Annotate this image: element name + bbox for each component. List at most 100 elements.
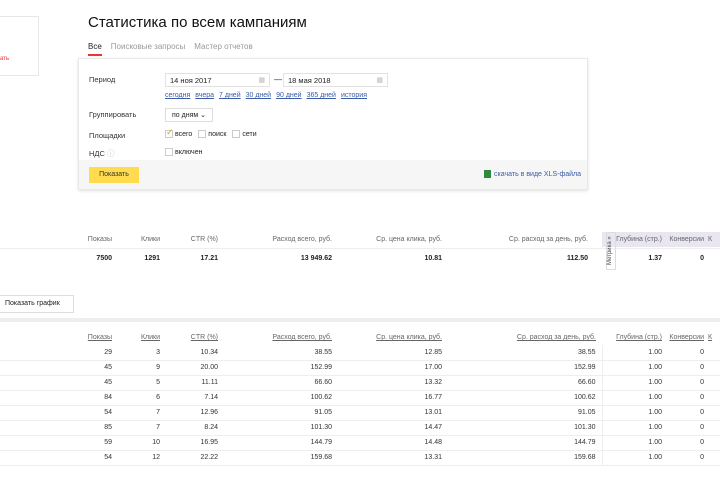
period-yesterday[interactable]: вчера [195,92,215,99]
table-cell: 14.48 [332,435,442,451]
stats-header: Показы Клики CTR (%) Расход всего, руб. Ср. … [0,330,720,345]
table-cell: 1.00 [602,420,662,436]
table-row: 54 12 22.22 159.68 13.31 159.68 1.00 0 [0,450,720,466]
side-card [0,16,39,76]
table-row: 85 7 8.24 101.30 14.47 101.30 1.00 0 [0,420,720,436]
totals-row: 7500 1291 17.21 13 949.62 10.81 112.50 1.37 0 [0,247,720,269]
table-row: 45 5 11.11 66.60 13.32 66.60 1.00 0 [0,375,720,391]
period-365-days[interactable]: 365 дней [306,92,336,99]
date-to-input[interactable]: 18 мая 2018 ▦ [283,73,388,87]
checkbox-search-label: поиск [208,130,227,138]
table-cell: 144.79 [442,435,603,451]
col-impressions[interactable]: Показы [87,236,112,243]
table-cell: 45 [0,360,112,376]
stats-table: Показы Клики CTR (%) Расход всего, руб. Ср. … [0,330,720,466]
table-cell: 14.47 [332,420,442,436]
group-value: по дням [172,112,199,119]
period-history[interactable]: история [340,92,367,99]
table-cell: 0 [662,435,704,451]
col-cost[interactable]: Расход всего, руб. [272,236,332,243]
table-cell: 0 [662,390,704,406]
sort-more[interactable]: К [708,334,713,341]
download-xls-label: скачать в виде XLS-файла [494,170,581,178]
show-graph-button[interactable]: Показать график [0,295,74,313]
table-row: 84 6 7.14 100.62 16.77 100.62 1.00 0 [0,390,720,406]
sort-ctr[interactable]: CTR (%) [190,334,218,341]
show-button[interactable]: Показать [89,167,139,183]
tab-search-queries[interactable]: Поисковые запросы [110,42,186,51]
period-today[interactable]: сегодня [165,92,191,99]
table-cell: 16.95 [160,435,218,451]
period-7-days[interactable]: 7 дней [219,92,241,99]
total-cell: 10.81 [424,254,442,262]
table-cell: 7 [112,420,160,436]
sort-conversions[interactable]: Конверсии [669,334,704,341]
checkbox-all[interactable] [165,127,174,138]
table-cell: 29 [0,345,112,361]
col-cpc[interactable]: Ср. цена клика, руб. [376,236,442,243]
sort-cpc[interactable]: Ср. цена клика, руб. [376,334,442,341]
sort-depth[interactable]: Глубина (стр.) [616,334,662,341]
table-cell: 1.00 [602,345,662,361]
divider [0,318,720,322]
calendar-icon[interactable]: ▦ [258,77,265,84]
filter-panel: Период 14 ноя 2017 ▦ — 18 мая 2018 ▦ сегод… [78,58,588,190]
table-cell: 84 [0,390,112,406]
table-cell: 54 [0,450,112,466]
col-more[interactable]: К [704,232,720,247]
checkbox-all-label: всего [175,130,193,138]
totals-header: Показы Клики CTR (%) Расход всего, руб. Ср. … [0,232,720,247]
col-ctr[interactable]: CTR (%) [190,236,218,243]
group-select[interactable]: по дням ⌄ [165,108,214,122]
help-icon[interactable]: ⓘ [107,149,115,158]
table-cell: 66.60 [442,375,603,391]
table-cell: 12 [112,450,160,466]
metrika-toggle[interactable]: Метрика » [606,232,616,270]
vat-label: НДС ⓘ [89,148,115,159]
platforms-options: всего поиск сети [165,127,257,138]
side-link[interactable]: ать [0,56,10,62]
table-cell: 11.11 [160,375,218,391]
sort-impressions[interactable]: Показы [87,334,112,341]
table-row: 59 10 16.95 144.79 14.48 144.79 1.00 0 [0,435,720,451]
download-xls-link[interactable]: скачать в виде XLS-файла [484,170,581,178]
sort-cost[interactable]: Расход всего, руб. [272,334,332,341]
total-cell: 1291 [144,254,160,262]
table-cell: 152.99 [442,360,603,376]
table-cell: 16.77 [332,390,442,406]
table-cell: 13.32 [332,375,442,391]
sort-daily-cost[interactable]: Ср. расход за день, руб. [516,334,596,341]
group-label: Группировать [89,110,137,119]
sort-clicks[interactable]: Клики [140,334,160,341]
checkbox-search[interactable] [198,130,207,138]
table-cell: 7.14 [160,390,218,406]
calendar-icon[interactable]: ▦ [376,77,383,84]
col-clicks[interactable]: Клики [140,236,160,243]
table-cell: 0 [662,345,704,361]
checkbox-networks[interactable] [232,130,241,138]
table-cell: 8.24 [160,420,218,436]
tab-report-wizard[interactable]: Мастер отчетов [194,42,253,51]
col-conversions[interactable]: Конверсии [662,232,704,247]
col-depth[interactable]: Глубина (стр.) [602,232,662,247]
date-from-input[interactable]: 14 ноя 2017 ▦ [165,73,270,87]
table-cell: 66.60 [218,375,332,391]
checkbox-vat[interactable] [165,148,173,156]
total-cell: 17.21 [200,254,218,262]
table-cell: 100.62 [218,390,332,406]
period-90-days[interactable]: 90 дней [276,92,302,99]
col-daily-cost[interactable]: Ср. расход за день, руб. [508,236,588,243]
table-cell: 1.00 [602,375,662,391]
total-cell: 1.37 [648,254,662,262]
period-30-days[interactable]: 30 дней [245,92,272,99]
table-cell: 101.30 [442,420,603,436]
chevron-down-icon: ⌄ [200,112,207,119]
total-cell: 7500 [96,254,112,262]
table-cell: 13.01 [332,405,442,421]
table-cell: 10.34 [160,345,218,361]
tab-all[interactable]: Все [88,42,102,56]
table-cell: 59 [0,435,112,451]
table-cell: 6 [112,390,160,406]
date-from-value: 14 ноя 2017 [170,76,212,85]
period-label: Период [89,75,116,84]
